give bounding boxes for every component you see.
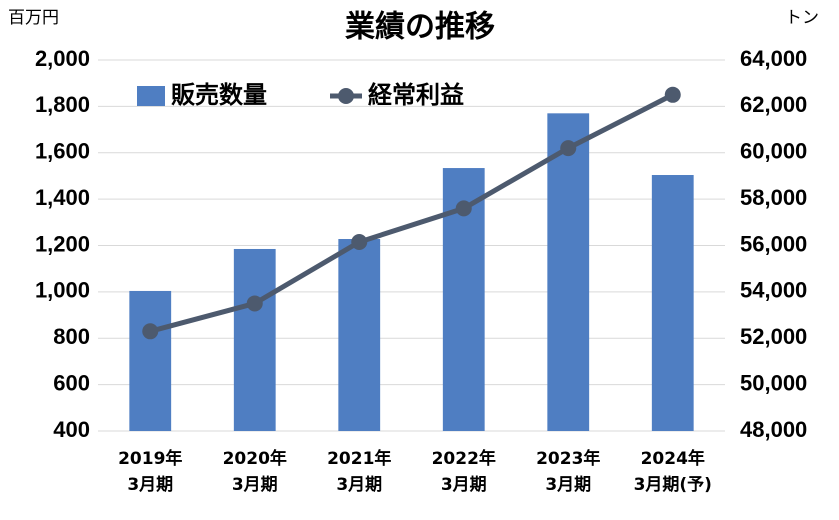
line-point (560, 140, 577, 157)
y2-axis-unit: トン (785, 8, 819, 28)
chart-title: 業績の推移 (345, 10, 495, 45)
y2-tick-label: 56,000 (740, 231, 807, 256)
y-tick-label: 2,000 (35, 46, 90, 71)
y-tick-label: 1,400 (35, 185, 90, 210)
y-tick-label: 1,600 (35, 139, 90, 164)
legend-swatch (338, 88, 354, 104)
y2-tick-label: 58,000 (740, 185, 807, 210)
line (149, 92, 674, 334)
line-point (455, 200, 472, 217)
legend-label: 経常利益 (368, 81, 464, 109)
bar (338, 239, 381, 431)
line-point (351, 234, 368, 251)
line-point (246, 295, 263, 312)
line-point (664, 86, 681, 103)
y-tick-label: 800 (53, 324, 90, 349)
y-tick-label: 1,800 (35, 92, 90, 117)
y2-tick-label: 52,000 (740, 324, 807, 349)
x-tick-label: 2021年 3月期 (327, 449, 392, 495)
bar (233, 248, 276, 431)
x-tick-label: 2023年 3月期 (536, 449, 601, 495)
y-tick-label: 1,000 (35, 278, 90, 303)
x-tick-label: 2024年 3月期(予) (633, 449, 712, 495)
bar (547, 113, 590, 432)
y-tick-label: 1,200 (35, 231, 90, 256)
legend-label: 販売数量 (171, 81, 267, 109)
x-tick-label: 2019年 3月期 (118, 449, 183, 495)
bar (651, 175, 694, 431)
y2-tick-label: 62,000 (740, 92, 807, 117)
line-point (142, 323, 159, 340)
y-tick-label: 400 (53, 417, 90, 442)
y2-tick-label: 64,000 (740, 46, 807, 71)
y2-tick-label: 48,000 (740, 417, 807, 442)
y2-tick-label: 54,000 (740, 278, 807, 303)
legend-swatch (137, 86, 165, 106)
bar (129, 290, 172, 431)
y-axis-unit: 百万円 (8, 8, 59, 28)
x-tick-label: 2022年 3月期 (431, 449, 496, 495)
y-tick-label: 600 (53, 370, 90, 395)
y2-tick-label: 50,000 (740, 370, 807, 395)
y2-tick-label: 60,000 (740, 139, 807, 164)
x-tick-label: 2020年 3月期 (222, 449, 287, 495)
